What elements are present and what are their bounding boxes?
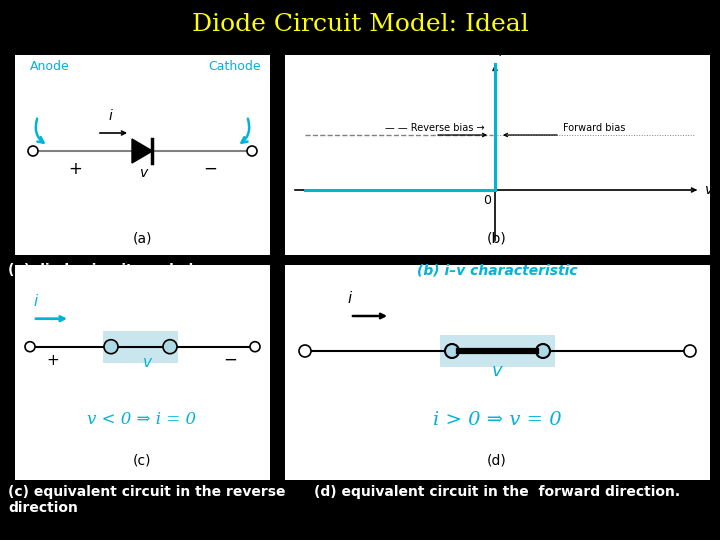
Bar (15, 55, 270, 255)
Polygon shape (132, 139, 153, 163)
Circle shape (684, 345, 696, 357)
Circle shape (247, 146, 257, 156)
Text: (d): (d) (487, 454, 507, 468)
Circle shape (299, 345, 311, 357)
Text: (d) equivalent circuit in the  forward direction.: (d) equivalent circuit in the forward di… (314, 485, 680, 499)
Bar (285, 265, 710, 480)
Text: v: v (492, 362, 503, 380)
Circle shape (28, 146, 38, 156)
Text: (a) diode circuit symbol: (a) diode circuit symbol (8, 263, 193, 277)
Text: (b): (b) (487, 231, 507, 245)
Text: — — Reverse bias →: — — Reverse bias → (385, 123, 485, 133)
Circle shape (163, 340, 177, 354)
Text: i: i (499, 45, 503, 59)
Text: Forward bias: Forward bias (563, 123, 626, 133)
Text: Diode Circuit Model: Ideal: Diode Circuit Model: Ideal (192, 13, 528, 36)
Text: 0: 0 (483, 193, 491, 206)
Bar (15, 265, 270, 480)
Text: v < 0 ⇒ i = 0: v < 0 ⇒ i = 0 (87, 411, 197, 429)
Circle shape (104, 340, 118, 354)
Text: v: v (143, 355, 151, 370)
Circle shape (445, 344, 459, 358)
Text: −: − (223, 350, 237, 369)
Text: −: − (203, 160, 217, 178)
Text: +: + (68, 160, 82, 178)
Text: (a): (a) (132, 231, 152, 245)
Text: Cathode: Cathode (209, 60, 261, 73)
Text: (c) equivalent circuit in the reverse
direction: (c) equivalent circuit in the reverse di… (8, 485, 286, 515)
Text: (c): (c) (132, 454, 151, 468)
Text: +: + (47, 353, 59, 368)
Circle shape (536, 344, 550, 358)
Text: v: v (705, 183, 714, 197)
Bar (440, 335, 555, 367)
Text: i: i (33, 294, 37, 309)
Text: Anode: Anode (30, 60, 70, 73)
Circle shape (25, 342, 35, 352)
Text: v: v (140, 166, 148, 180)
Text: i: i (108, 109, 112, 123)
Bar (103, 330, 178, 363)
Text: i > 0 ⇒ v = 0: i > 0 ⇒ v = 0 (433, 411, 562, 429)
Circle shape (250, 342, 260, 352)
Bar (285, 55, 710, 255)
Text: i: i (348, 291, 352, 306)
Text: (b) i–v characteristic: (b) i–v characteristic (417, 263, 577, 277)
